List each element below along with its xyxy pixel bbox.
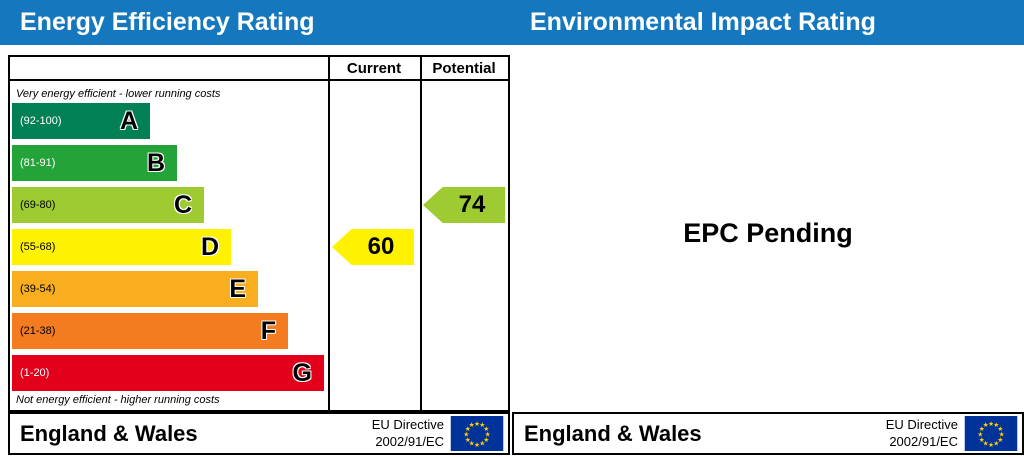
band-c: (69-80) C xyxy=(12,187,204,223)
band-b: (81-91) B xyxy=(12,145,177,181)
column-header-row xyxy=(10,57,508,81)
svg-text:★: ★ xyxy=(983,440,989,448)
band-range-label: (39-54) xyxy=(20,283,56,295)
band-range-label: (92-100) xyxy=(20,115,62,127)
band-letter: E xyxy=(229,274,246,303)
eu-directive-label: EU Directive 2002/91/EC xyxy=(372,417,444,451)
svg-text:★: ★ xyxy=(993,440,999,448)
epc-pending-message: EPC Pending xyxy=(683,218,853,248)
svg-text:★: ★ xyxy=(474,420,480,428)
svg-text:★: ★ xyxy=(997,436,1003,444)
band-range-label: (81-91) xyxy=(20,157,56,169)
svg-text:★: ★ xyxy=(479,440,485,448)
band-d: (55-68) D xyxy=(12,229,231,265)
band-e: (39-54) E xyxy=(12,271,258,307)
eu-flag-icon: ★ ★★ ★★★ ★★★ ★★★ xyxy=(964,416,1018,451)
current-column-divider xyxy=(328,57,330,410)
footer-right: England & Wales EU Directive 2002/91/EC … xyxy=(512,412,1024,455)
region-label: England & Wales xyxy=(20,420,198,446)
eu-directive-label: EU Directive 2002/91/EC xyxy=(886,417,958,451)
svg-text:★: ★ xyxy=(979,436,985,444)
band-f: (21-38) F xyxy=(12,313,288,349)
eu-directive-line2: 2002/91/EC xyxy=(889,433,958,449)
region-label: England & Wales xyxy=(524,420,702,446)
eu-directive-line1: EU Directive xyxy=(371,416,444,432)
environmental-impact-panel: EPC Pending xyxy=(512,55,1024,412)
top-note: Very energy efficient - lower running co… xyxy=(16,88,221,100)
band-letter: D xyxy=(200,232,219,261)
potential-value: 74 xyxy=(458,191,486,218)
band-letter: C xyxy=(173,190,192,219)
svg-text:★: ★ xyxy=(483,436,489,444)
eu-flag-icon: ★ ★★ ★★★ ★★★ ★★★ xyxy=(450,416,504,451)
energy-rating-title: Energy Efficiency Rating xyxy=(20,8,315,36)
current-arrow: 60 xyxy=(332,229,414,265)
energy-efficiency-chart: Current Potential Very energy efficient … xyxy=(8,55,510,412)
current-column-header: Current xyxy=(346,60,402,77)
svg-text:★: ★ xyxy=(988,420,994,428)
band-g: (1-20) G xyxy=(12,355,324,391)
band-letter: B xyxy=(146,148,165,177)
eu-directive-line2: 2002/91/EC xyxy=(375,433,444,449)
potential-column-divider xyxy=(420,57,422,410)
band-range-label: (69-80) xyxy=(20,199,56,211)
bottom-note: Not energy efficient - higher running co… xyxy=(16,394,220,406)
svg-text:★: ★ xyxy=(474,441,480,449)
current-value: 60 xyxy=(367,233,395,260)
svg-text:★: ★ xyxy=(483,425,489,433)
band-range-label: (21-38) xyxy=(20,325,56,337)
svg-text:★: ★ xyxy=(469,440,475,448)
band-range-label: (55-68) xyxy=(20,241,56,253)
svg-text:★: ★ xyxy=(999,430,1005,438)
svg-text:★: ★ xyxy=(988,441,994,449)
svg-text:★: ★ xyxy=(993,421,999,429)
svg-text:★: ★ xyxy=(463,430,469,438)
svg-text:★: ★ xyxy=(465,436,471,444)
title-bar: Energy Efficiency Rating Environmental I… xyxy=(0,0,1024,45)
svg-text:★: ★ xyxy=(977,430,983,438)
svg-text:★: ★ xyxy=(485,430,491,438)
svg-text:★: ★ xyxy=(465,425,471,433)
potential-arrow: 74 xyxy=(423,187,505,223)
svg-text:★: ★ xyxy=(479,421,485,429)
eu-directive-line1: EU Directive xyxy=(885,416,958,432)
band-letter: F xyxy=(260,316,276,345)
environmental-rating-title: Environmental Impact Rating xyxy=(530,8,876,36)
svg-text:★: ★ xyxy=(469,421,475,429)
potential-column-header: Potential xyxy=(432,60,496,77)
band-a: (92-100) A xyxy=(12,103,150,139)
band-range-label: (1-20) xyxy=(20,367,50,379)
svg-text:★: ★ xyxy=(979,425,985,433)
band-letter: G xyxy=(292,358,312,387)
svg-text:★: ★ xyxy=(997,425,1003,433)
footer-left: England & Wales EU Directive 2002/91/EC … xyxy=(8,412,510,455)
svg-text:★: ★ xyxy=(983,421,989,429)
band-letter: A xyxy=(119,106,138,135)
